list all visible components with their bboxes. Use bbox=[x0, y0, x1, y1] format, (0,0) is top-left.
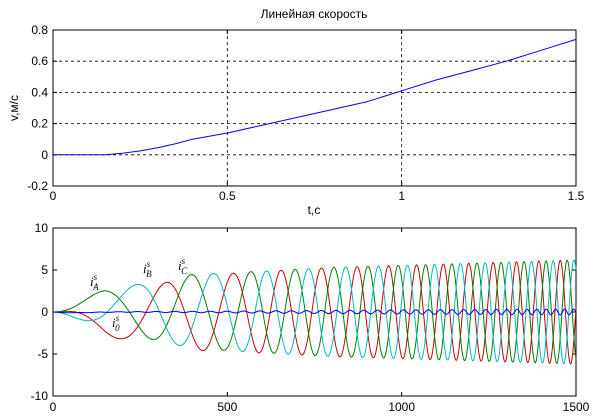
currents-x-tick-label: 500 bbox=[217, 400, 237, 414]
velocity-x-tick-label: 1.5 bbox=[568, 189, 585, 203]
currents-x-tick-label: 1500 bbox=[563, 400, 590, 414]
currents-ticks: 0 500 1000 1500 -10 -5 0 5 10 bbox=[31, 221, 590, 414]
currents-y-tick-label: 0 bbox=[41, 305, 48, 319]
velocity-plot-area bbox=[52, 29, 577, 187]
velocity-y-axis-label: v,м/с bbox=[7, 95, 21, 121]
velocity-chart-title: Линейная скорость bbox=[261, 7, 368, 21]
velocity-ticks: 0 0.5 1 1.5-0.200.20.40.60.8 bbox=[27, 23, 584, 203]
currents-series-line bbox=[53, 259, 577, 365]
currents-x-tick-label: 1000 bbox=[388, 400, 415, 414]
currents-series-label: is C bbox=[178, 256, 188, 276]
currents-series-line bbox=[53, 259, 577, 364]
velocity-axes: 0 0.5 1 1.5-0.200.20.40.60.8 Линейная скоро… bbox=[7, 7, 585, 217]
currents-series-label: is B bbox=[143, 259, 152, 279]
velocity-series bbox=[53, 38, 577, 156]
velocity-y-tick-label: 0.6 bbox=[31, 54, 48, 68]
currents-annotations: is A is B is C is 0 bbox=[90, 256, 188, 333]
velocity-x-axis-label: t,c bbox=[308, 203, 321, 217]
currents-y-tick-label: 5 bbox=[41, 263, 48, 277]
velocity-x-tick-label: 0 bbox=[50, 189, 57, 203]
currents-y-tick-label: 10 bbox=[35, 221, 49, 235]
velocity-y-tick-label: 0 bbox=[41, 148, 48, 162]
velocity-y-tick-label: -0.2 bbox=[27, 179, 48, 193]
currents-series-label: is 0 bbox=[112, 313, 120, 333]
velocity-y-tick-label: 0.8 bbox=[31, 23, 48, 37]
currents-y-tick-label: -5 bbox=[37, 347, 48, 361]
currents-series-label: is A bbox=[90, 272, 99, 292]
velocity-series-line bbox=[53, 38, 577, 156]
currents-series bbox=[53, 259, 577, 365]
currents-series-line bbox=[53, 308, 577, 316]
currents-series-line bbox=[53, 259, 577, 365]
velocity-y-tick-label: 0.2 bbox=[31, 117, 48, 131]
velocity-y-tick-label: 0.4 bbox=[31, 85, 48, 99]
velocity-grid bbox=[53, 30, 576, 186]
currents-axes: 0 500 1000 1500 -10 -5 0 5 10 is A is B is C is 0 bbox=[31, 221, 590, 414]
currents-x-tick-label: 0 bbox=[50, 400, 57, 414]
velocity-x-tick-label: 1 bbox=[398, 189, 405, 203]
velocity-x-tick-label: 0.5 bbox=[219, 189, 236, 203]
currents-y-tick-label: -10 bbox=[31, 389, 49, 403]
